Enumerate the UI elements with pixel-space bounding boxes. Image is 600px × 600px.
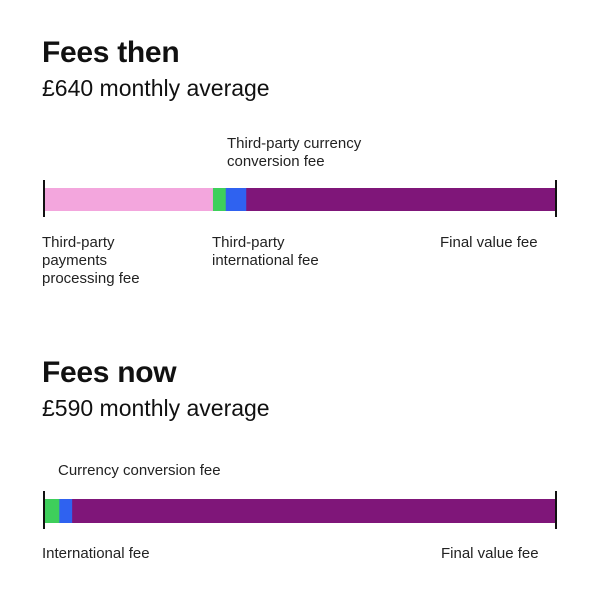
fees-now-segment-international <box>44 499 60 523</box>
fees-now-subtitle: £590 monthly average <box>42 395 270 421</box>
legend-international-fee: International fee <box>42 545 150 562</box>
fees-then-subtitle: £640 monthly average <box>42 75 270 101</box>
fees-now-segment-final-value <box>72 499 557 523</box>
legend-third-party-currency-conversion-fee: Third-party currency conversion fee <box>227 135 362 170</box>
fees-now-segment-currency-conversion <box>59 499 73 523</box>
fees-then-segment-payments-processing <box>44 188 214 211</box>
legend-final-value-fee-then: Final value fee <box>440 234 538 251</box>
fees-now-title: Fees now <box>42 356 177 389</box>
legend-third-party-payments-processing-fee: Third-party payments processing fee <box>42 234 140 287</box>
fees-now-panel: Fees now £590 monthly average Currency c… <box>0 320 600 600</box>
fees-then-stacked-bar <box>43 180 557 217</box>
legend-third-party-international-fee: Third-party international fee <box>212 234 319 269</box>
legend-final-value-fee-now: Final value fee <box>441 545 539 562</box>
fees-then-panel: Fees then £640 monthly average Third-par… <box>42 36 557 287</box>
fees-now-stacked-bar <box>43 491 557 529</box>
fees-then-segment-currency-conversion <box>225 188 247 211</box>
legend-currency-conversion-fee: Currency conversion fee <box>58 462 221 479</box>
fees-then-segment-international <box>212 188 227 211</box>
fees-then-title: Fees then <box>42 36 180 69</box>
fees-then-segment-final-value <box>246 188 557 211</box>
